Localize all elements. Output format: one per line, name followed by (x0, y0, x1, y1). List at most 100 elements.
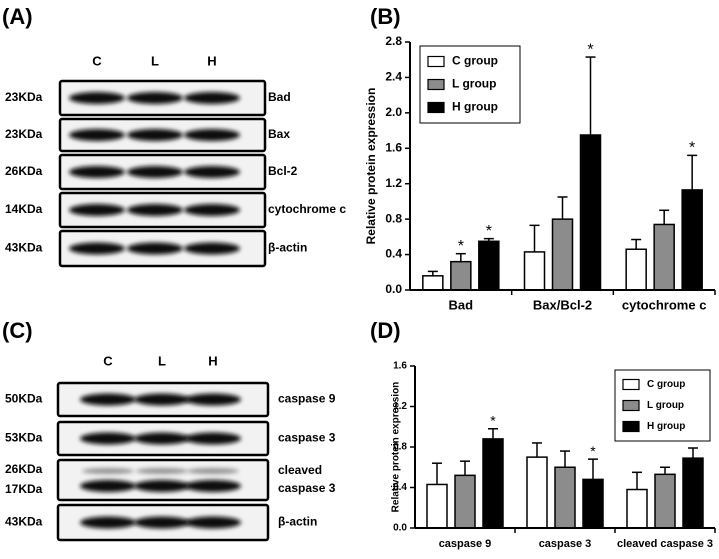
band (69, 166, 125, 178)
legend-label: L group (452, 77, 496, 91)
band (184, 166, 240, 178)
lane-label: H (208, 353, 217, 368)
protein-label: Bcl-2 (268, 164, 298, 178)
y-axis-title: Relative protein expression (364, 88, 378, 245)
size-label: 14KDa (5, 202, 43, 216)
y-tick-label: 2.0 (385, 105, 402, 119)
bar (422, 275, 444, 291)
bar (482, 438, 504, 529)
band (69, 204, 125, 216)
legend-label: C group (452, 54, 498, 68)
protein-label: caspase 9 (278, 392, 336, 406)
size-label: 53KDa (5, 431, 43, 445)
band (69, 242, 125, 255)
y-tick-label: 0.0 (393, 523, 407, 534)
band (134, 516, 190, 529)
lane-label: H (207, 53, 216, 68)
legend-label: C group (647, 379, 685, 390)
band (185, 480, 241, 492)
bar (626, 488, 648, 529)
band (80, 432, 136, 445)
bar (625, 248, 647, 291)
legend-label: H group (647, 421, 685, 432)
legend-swatch (622, 420, 640, 433)
x-tick-label: caspase 3 (539, 538, 592, 550)
bar (654, 473, 676, 529)
y-tick-label: 1.2 (393, 401, 407, 412)
y-tick-label: 0.0 (385, 282, 402, 296)
y-tick-label: 0.8 (385, 211, 402, 225)
band (184, 242, 240, 255)
y-tick-label: 1.6 (393, 361, 407, 372)
band (80, 480, 136, 492)
significance-marker: * (490, 412, 496, 428)
significance-marker: * (590, 443, 596, 459)
size-label: 50KDa (5, 392, 43, 406)
bar (523, 251, 546, 291)
significance-marker: * (587, 41, 593, 58)
protein-label: cytochrome c (268, 202, 346, 216)
size-label: 43KDa (5, 241, 43, 255)
band (187, 468, 239, 474)
legend-swatch (427, 78, 445, 91)
y-tick-label: 0.4 (393, 482, 407, 493)
band (69, 129, 125, 141)
lane-label: L (151, 53, 159, 68)
bar (579, 134, 602, 291)
protein-label: cleaved (278, 463, 322, 477)
band (136, 468, 188, 474)
band (134, 432, 190, 445)
band (184, 129, 240, 141)
lane-label: L (158, 353, 166, 368)
band (127, 92, 183, 104)
y-tick-label: 0.4 (385, 247, 402, 261)
bar (582, 478, 604, 529)
band (69, 92, 125, 104)
legend-swatch (622, 378, 640, 391)
band (127, 204, 183, 216)
x-tick-label: cleaved caspase 3 (617, 538, 713, 550)
panel-label: (A) (2, 4, 33, 29)
size-label: 17KDa (5, 482, 43, 496)
x-tick-label: Bax/Bcl-2 (533, 297, 592, 312)
size-label: 26KDa (5, 164, 43, 178)
significance-marker: * (689, 140, 695, 157)
legend-swatch (622, 399, 640, 412)
protein-label: β-actin (278, 515, 317, 529)
bar (681, 189, 703, 291)
band (184, 204, 240, 216)
lane-label: C (103, 353, 113, 368)
band (185, 432, 241, 445)
protein-label: β-actin (268, 241, 307, 255)
legend-label: H group (452, 100, 498, 114)
protein-label: caspase 3 (278, 431, 336, 445)
legend-swatch (427, 55, 445, 68)
band (134, 393, 190, 406)
size-label: 23KDa (5, 90, 43, 104)
y-tick-label: 0.8 (393, 442, 407, 453)
band (184, 92, 240, 104)
panel-label: (B) (370, 4, 401, 29)
significance-marker: * (458, 238, 464, 255)
x-tick-label: Bad (449, 297, 474, 312)
protein-label: caspase 3 (278, 481, 336, 495)
y-tick-label: 1.2 (385, 176, 402, 190)
bar (682, 457, 704, 529)
band (127, 242, 183, 255)
panel-label: (C) (2, 318, 33, 343)
bar (554, 466, 576, 529)
size-label: 23KDa (5, 127, 43, 141)
legend-swatch (427, 101, 445, 114)
y-tick-label: 2.4 (385, 70, 402, 84)
size-label: 26KDa (5, 462, 43, 476)
blot-frame (56, 458, 270, 502)
bar (551, 218, 574, 291)
y-tick-label: 1.6 (385, 140, 402, 154)
band (127, 166, 183, 178)
band (80, 393, 136, 406)
band (80, 516, 136, 529)
lane-label: C (92, 53, 102, 68)
bar (454, 474, 476, 529)
bar (478, 240, 500, 291)
